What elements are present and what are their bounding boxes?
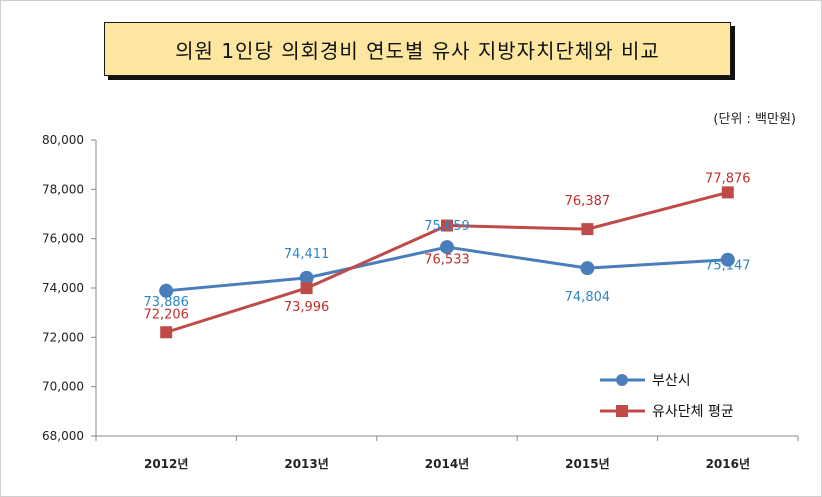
x-tick-label: 2012년 [144, 457, 188, 471]
y-tick-label: 72,000 [42, 330, 84, 344]
data-label: 74,804 [565, 290, 611, 305]
x-tick-label: 2016년 [706, 457, 750, 471]
data-label: 76,533 [424, 253, 470, 268]
y-tick-label: 76,000 [42, 232, 84, 246]
data-point [160, 326, 173, 339]
y-tick-label: 70,000 [42, 380, 84, 394]
data-point [299, 270, 314, 285]
data-point [440, 240, 454, 255]
legend-entry: 부산시 [652, 373, 691, 389]
data-point [441, 219, 453, 232]
x-tick-label: 2013년 [284, 457, 328, 471]
data-label: 76,387 [565, 194, 611, 209]
x-tick-label: 2015년 [565, 457, 609, 471]
y-tick-label: 78,000 [42, 182, 84, 196]
data-point [580, 261, 595, 276]
legend-marker [616, 405, 628, 417]
data-label: 74,411 [284, 247, 330, 262]
data-label: 73,996 [284, 300, 330, 315]
data-label: 77,876 [705, 171, 751, 186]
data-point [300, 282, 313, 295]
data-label: 75,659 [424, 219, 470, 234]
chart-title: 의원 1인당 의회경비 연도별 유사 지방자치단체와 비교 [104, 22, 731, 76]
data-label: 72,206 [143, 307, 189, 322]
data-point [721, 186, 734, 199]
axes: 68,000 70,000 72,000 74,000 76,000 78,000 80,0… [42, 133, 799, 471]
data-point [720, 252, 735, 267]
y-tick-label: 80,000 [42, 133, 84, 147]
legend-entry: 유사단체 평균 [652, 404, 734, 420]
unit-note: (단위 : 백만원) [713, 112, 796, 127]
y-tick-label: 68,000 [42, 429, 84, 443]
series-layer [159, 186, 735, 339]
x-tick-label: 2014년 [425, 457, 469, 471]
data-label: 73,886 [143, 295, 189, 310]
data-labels: 73,886 74,411 75,659 74,804 75,147 72,206 73,9… [143, 171, 750, 322]
data-point [159, 283, 174, 298]
data-point [581, 223, 594, 236]
y-tick-label: 74,000 [42, 281, 84, 295]
legend-marker [616, 374, 628, 386]
data-label: 75,147 [705, 259, 751, 274]
